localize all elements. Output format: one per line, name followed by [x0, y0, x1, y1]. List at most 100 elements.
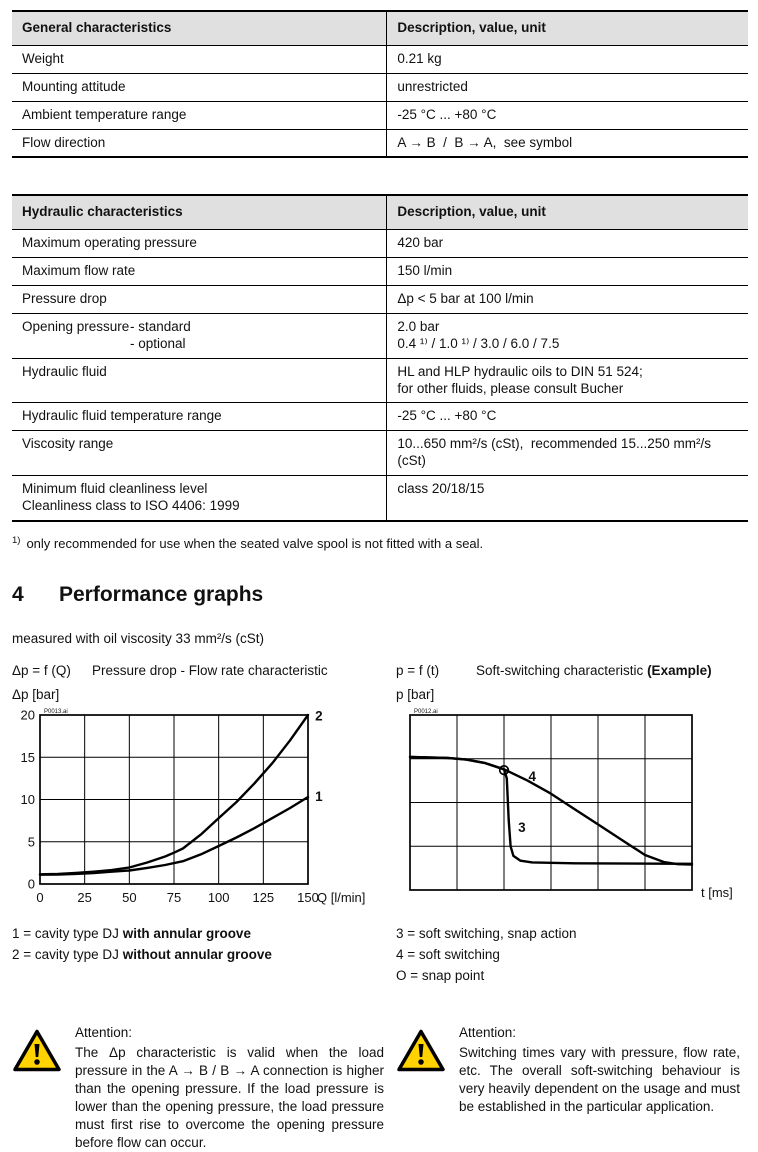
- chart-title-right: p = f (t) Soft-switching characteristic …: [396, 663, 758, 680]
- table-header-row: General characteristics Description, valu…: [12, 12, 748, 46]
- table-header-row: Hydraulic characteristics Description, va…: [12, 196, 748, 231]
- y-axis-label: p [bar]: [396, 687, 435, 703]
- table-row: Opening pressure - standard - optional 2.0…: [12, 313, 748, 359]
- measured-note: measured with oil viscosity 33 mm²/s (cS…: [12, 630, 265, 646]
- series-label: 4: [528, 769, 536, 784]
- table-row: Pressure drop Δp < 5 bar at 100 l/min: [12, 286, 748, 314]
- table-row: Hydraulic fluid HL and HLP hydraulic oils…: [12, 358, 748, 404]
- row-label: Minimum fluid cleanliness level Cleanlin…: [12, 476, 388, 520]
- table-row: Weight 0.21 kg: [12, 45, 748, 74]
- legend-item: 3 = soft switching, snap action: [396, 926, 577, 942]
- row-label: Flow direction: [12, 129, 388, 157]
- chart-caption-emphasis: (Example): [647, 663, 712, 679]
- table-row: Flow direction A → B / B → A, see symbol: [12, 129, 748, 157]
- attention-row: Attention: The Δp characteristic is vali…: [12, 1025, 748, 1152]
- legends-row: 1 = cavity type DJ with annular groove 2 …: [12, 926, 748, 989]
- x-tick-label: 25: [77, 890, 91, 905]
- charts-row: Δp = f (Q) Pressure drop - Flow rate cha…: [12, 663, 748, 912]
- table-row: Viscosity range 10...650 mm²/s (cSt), rec…: [12, 431, 748, 476]
- row-value: 150 l/min: [397, 263, 453, 279]
- table-row: Minimum fluid cleanliness level Cleanlin…: [12, 476, 748, 520]
- attention-text: The Δp characteristic is valid when the …: [75, 1044, 384, 1151]
- table-header-cell: General characteristics: [12, 12, 388, 45]
- table-row: Mounting attitude unrestricted: [12, 73, 748, 102]
- y-tick-label: 10: [21, 792, 35, 807]
- row-value: 10...650 mm²/s (cSt), recommended 15...2…: [397, 436, 715, 469]
- chart-caption: Pressure drop - Flow rate characteristic: [92, 663, 328, 679]
- row-value: Δp < 5 bar at 100 l/min: [397, 291, 534, 306]
- row-label: Pressure drop: [12, 286, 388, 313]
- row-label: Hydraulic fluid temperature range: [12, 403, 388, 431]
- row-label: Maximum operating pressure: [12, 230, 388, 258]
- x-axis-label: t [ms]: [701, 885, 733, 900]
- x-tick-label: 50: [122, 890, 136, 905]
- row-label: Viscosity range: [12, 431, 388, 475]
- y-tick-label: 5: [28, 834, 35, 849]
- footnote-marker: 1): [12, 534, 21, 546]
- attention-box-right: Attention: Switching times vary with pre…: [392, 1025, 748, 1152]
- snap-point-marker: [498, 765, 510, 776]
- table-row: Ambient temperature range -25 °C ... +80 …: [12, 101, 748, 130]
- grid: [39, 714, 309, 885]
- attention-body: Attention: The Δp characteristic is vali…: [75, 1025, 392, 1152]
- attention-title: Attention:: [459, 1024, 517, 1040]
- row-label: Opening pressure - standard - optional: [12, 313, 388, 358]
- x-tick-label: 150: [297, 890, 319, 905]
- attention-box-left: Attention: The Δp characteristic is vali…: [12, 1025, 392, 1152]
- series-1: [38, 796, 310, 877]
- y-axis-label: Δp [bar]: [12, 687, 60, 703]
- row-value: 2.0 bar 0.4 ¹⁾ / 1.0 ¹⁾ / 3.0 / 6.0 / 7.…: [397, 318, 560, 351]
- row-value: -25 °C ... +80 °C: [397, 408, 497, 424]
- attention-text: Switching times vary with pressure, flow…: [459, 1044, 740, 1114]
- series-label: 3: [518, 820, 526, 835]
- row-value: 420 bar: [397, 235, 444, 251]
- y-tick-label: 20: [21, 708, 35, 723]
- legend-item: 4 = soft switching: [396, 947, 500, 963]
- spacer: [12, 158, 748, 194]
- x-axis-label: Q [l/min]: [317, 890, 365, 905]
- row-value: -25 °C ... +80 °C: [397, 106, 497, 122]
- x-tick-label: 125: [252, 890, 274, 905]
- table-header-cell: Description, value, unit: [397, 204, 546, 220]
- warning-triangle-icon: [396, 1025, 446, 1152]
- warning-triangle-icon: [12, 1025, 62, 1152]
- chart-caption: Soft-switching characteristic (Example): [476, 663, 712, 679]
- hydraulic-characteristics-table: Hydraulic characteristics Description, va…: [12, 194, 748, 522]
- legend-item: 2 = cavity type DJ without annular groov…: [12, 947, 272, 963]
- row-value: 0.21 kg: [397, 50, 442, 66]
- row-label: Weight: [12, 45, 388, 73]
- soft-switching-chart: t [ms] P0012.ai 4 3: [408, 709, 733, 900]
- x-tick-label: 100: [208, 890, 230, 905]
- series-label: 1: [315, 789, 323, 804]
- row-label: Maximum flow rate: [12, 258, 388, 285]
- legend-soft-switching: 3 = soft switching, snap action 4 = soft …: [392, 926, 748, 989]
- table-row: Maximum operating pressure 420 bar: [12, 230, 748, 259]
- row-sub-labels: - standard - optional: [130, 318, 191, 351]
- legend-flow-curves: 1 = cavity type DJ with annular groove 2 …: [12, 926, 392, 989]
- attention-body: Attention: Switching times vary with pre…: [459, 1025, 748, 1152]
- soft-switching-chart-block: p = f (t) Soft-switching characteristic …: [392, 663, 758, 912]
- series-3: [408, 756, 694, 866]
- plot-border: [39, 714, 309, 886]
- chart-equation: Δp = f (Q): [12, 663, 71, 679]
- y-tick-label: 15: [21, 750, 35, 765]
- row-label: Ambient temperature range: [12, 101, 388, 129]
- row-value: HL and HLP hydraulic oils to DIN 51 524;…: [397, 363, 643, 396]
- pressure-drop-chart-block: Δp = f (Q) Pressure drop - Flow rate cha…: [12, 663, 392, 912]
- row-label: Mounting attitude: [12, 73, 388, 101]
- section-title: Performance graphs: [59, 583, 264, 607]
- plot-watermark: P0012.ai: [414, 709, 438, 715]
- table-row: Maximum flow rate 150 l/min: [12, 258, 748, 286]
- x-tick-label: 75: [167, 890, 181, 905]
- table-header-cell: Hydraulic characteristics: [12, 196, 388, 230]
- row-label: Hydraulic fluid: [12, 358, 388, 403]
- plot-watermark: P0013.ai: [44, 709, 68, 715]
- attention-title: Attention:: [75, 1024, 133, 1040]
- legend-item: 1 = cavity type DJ with annular groove: [12, 926, 251, 942]
- footnote-text: only recommended for use when the seated…: [26, 536, 484, 552]
- table-row: Hydraulic fluid temperature range -25 °C …: [12, 403, 748, 432]
- section-number: 4: [12, 583, 24, 607]
- y-tick-label: 0: [28, 877, 35, 892]
- legend-item: O = snap point: [396, 967, 485, 983]
